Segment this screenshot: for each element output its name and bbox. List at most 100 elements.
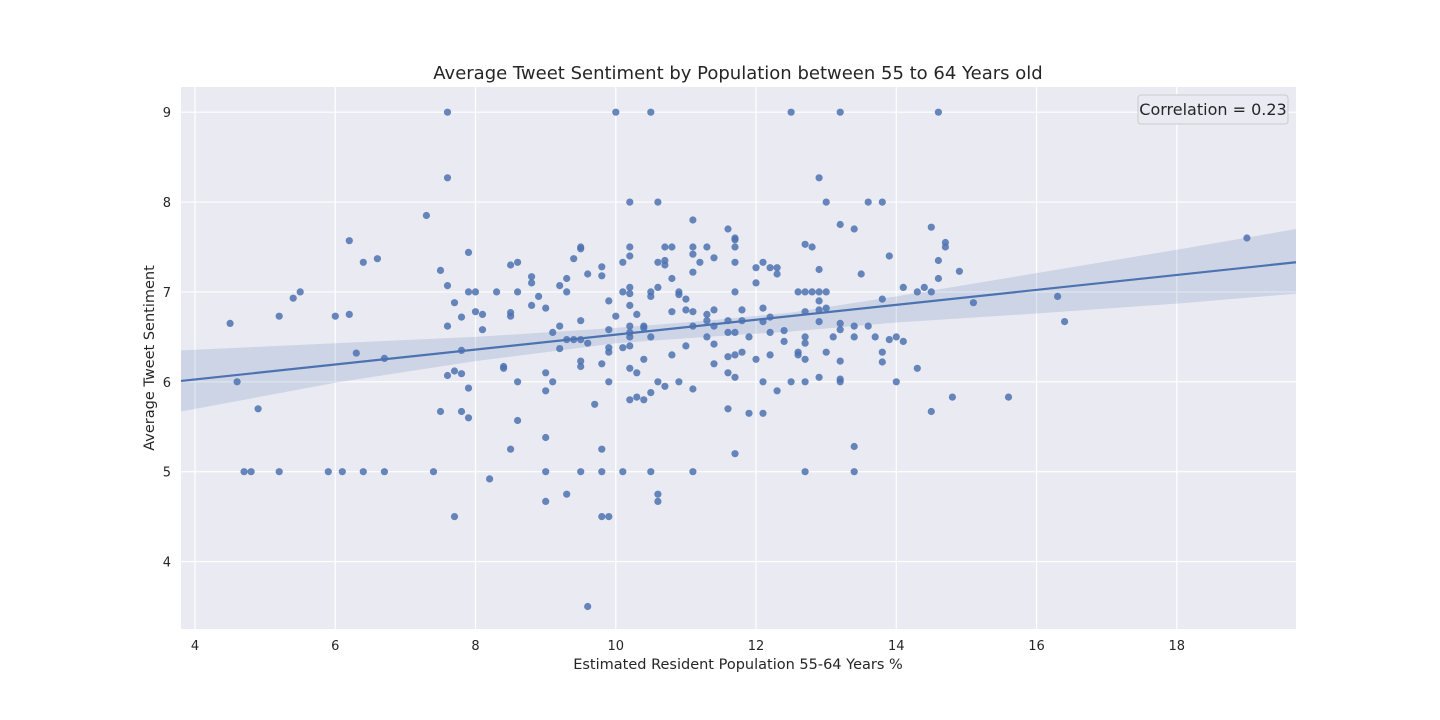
- scatter-point: [443, 174, 452, 182]
- x-tick-label: 4: [191, 639, 199, 654]
- scatter-point: [668, 274, 676, 283]
- scatter-point: [892, 378, 900, 386]
- y-tick-label: 6: [163, 376, 171, 391]
- scatter-point: [815, 297, 823, 305]
- scatter-point: [296, 288, 304, 296]
- scatter-point: [640, 355, 648, 363]
- scatter-point: [955, 267, 964, 275]
- scatter-point: [626, 252, 634, 260]
- scatter-point: [486, 475, 494, 483]
- scatter-point: [464, 248, 473, 256]
- scatter-point: [801, 333, 809, 341]
- scatter-point: [647, 108, 655, 116]
- x-tick-labels: 4 6 8 10 12 14 16 18: [191, 639, 1185, 654]
- scatter-point: [240, 468, 248, 476]
- scatter-point: [626, 290, 634, 298]
- scatter-point: [542, 304, 550, 312]
- scatter-point: [731, 236, 739, 244]
- scatter-point: [773, 264, 781, 272]
- scatter-point: [598, 263, 606, 271]
- scatter-point: [1004, 393, 1013, 401]
- scatter-point: [794, 288, 802, 296]
- scatter-point: [689, 243, 697, 251]
- scatter-point: [1243, 234, 1251, 242]
- scatter-point: [689, 308, 697, 316]
- scatter-point: [745, 409, 753, 417]
- scatter-point: [871, 333, 879, 341]
- scatter-point: [605, 297, 613, 305]
- scatter-point: [710, 306, 718, 314]
- scatter-point: [556, 345, 564, 353]
- scatter-point: [654, 490, 662, 498]
- scatter-point: [1054, 292, 1062, 300]
- scatter-point: [619, 468, 627, 476]
- scatter-point: [766, 264, 774, 272]
- scatter-point: [836, 220, 844, 229]
- scatter-point: [857, 270, 865, 278]
- scatter-point: [640, 396, 648, 404]
- scatter-point: [927, 407, 935, 416]
- scatter-point: [514, 258, 522, 266]
- scatter-point: [626, 198, 634, 206]
- scatter-point: [724, 225, 732, 233]
- scatter-point: [577, 468, 585, 476]
- scatter-point: [710, 254, 718, 262]
- scatter-point: [850, 333, 858, 341]
- scatter-point: [380, 468, 388, 476]
- scatter-point: [801, 355, 809, 363]
- regression-layer: [180, 261, 1297, 383]
- scatter-point: [549, 378, 557, 386]
- scatter-point: [878, 295, 886, 303]
- scatter-point: [422, 211, 430, 220]
- scatter-point: [801, 339, 809, 347]
- scatter-point: [619, 288, 627, 296]
- scatter-point: [892, 333, 900, 341]
- scatter-point: [913, 364, 921, 372]
- scatter-point: [556, 282, 564, 290]
- scatter-point: [822, 198, 830, 206]
- scatter-point: [682, 295, 690, 303]
- scatter-point: [850, 225, 858, 233]
- scatter-point: [528, 273, 536, 281]
- scatter-point: [668, 308, 676, 316]
- scatter-point: [542, 387, 550, 395]
- scatter-point: [478, 326, 487, 334]
- scatter-point: [352, 349, 360, 357]
- scatter-point: [927, 223, 935, 231]
- scatter-point: [766, 328, 774, 336]
- scatter-point: [836, 108, 844, 116]
- scatter-point: [773, 270, 781, 278]
- scatter-point: [731, 288, 739, 296]
- legend-box: [1137, 94, 1289, 125]
- scatter-point: [464, 384, 473, 392]
- scatter-point: [549, 328, 557, 336]
- scatter-point: [829, 333, 837, 341]
- scatter-point: [675, 291, 683, 299]
- scatter-point: [654, 258, 662, 266]
- scatter-point: [598, 360, 606, 368]
- scatter-point: [528, 279, 536, 287]
- scatter-point: [850, 322, 858, 330]
- scatter-point: [542, 468, 550, 476]
- scatter-point: [450, 513, 459, 521]
- scatter-point: [612, 312, 620, 320]
- scatter-point: [324, 468, 332, 476]
- scatter-point: [345, 310, 353, 318]
- correlation-annotation: Correlation = 0.23: [1139, 100, 1286, 119]
- scatter-point: [787, 108, 795, 116]
- scatter-point: [878, 358, 886, 366]
- scatter-point: [836, 319, 844, 327]
- scatter-point: [584, 602, 592, 611]
- scatter-point: [703, 333, 711, 341]
- scatter-point: [619, 258, 627, 266]
- scatter-point: [927, 288, 935, 296]
- scatter-point: [507, 312, 515, 320]
- scatter-point: [752, 355, 760, 363]
- scatter-point: [682, 342, 690, 350]
- y-tick-label: 9: [163, 106, 171, 121]
- scatter-point: [752, 264, 760, 272]
- scatter-point: [661, 243, 669, 251]
- scatter-point: [542, 433, 550, 442]
- scatter-point: [647, 389, 655, 397]
- scatter-point: [640, 324, 648, 332]
